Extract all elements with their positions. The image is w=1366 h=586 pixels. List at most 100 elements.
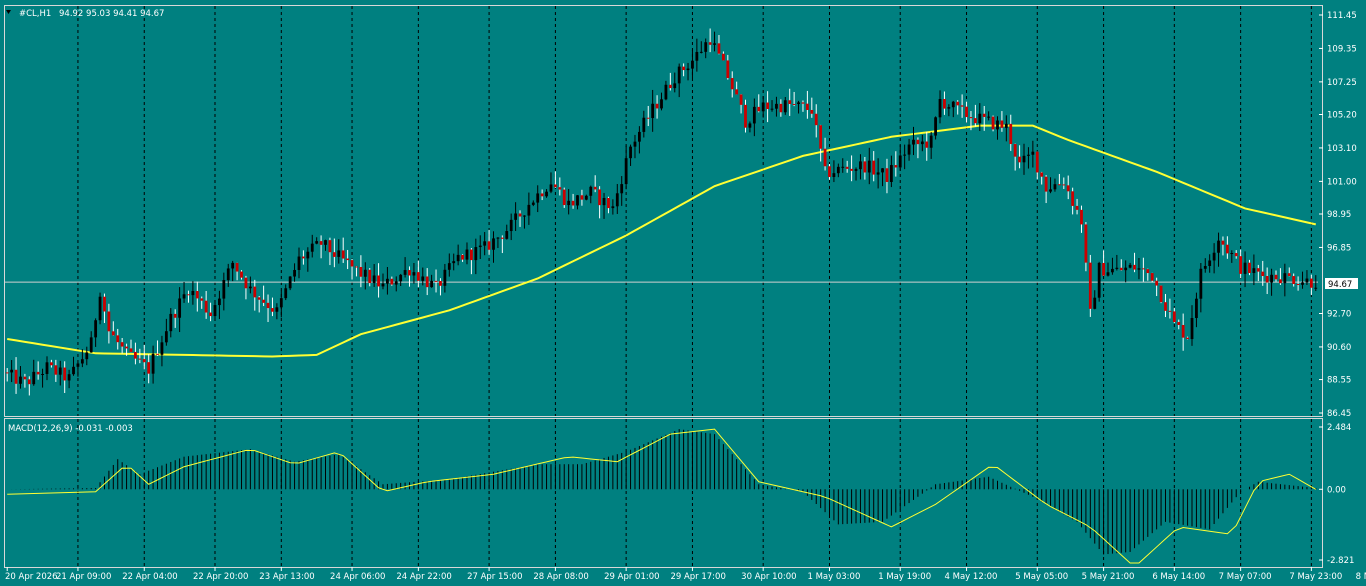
price-candle [1133,252,1136,273]
price-candle [695,38,699,72]
price-candle [129,339,133,353]
price-candle [89,331,93,353]
price-candle [58,360,62,386]
price-candle [602,192,606,219]
price-candle [752,98,756,137]
price-candle [10,360,14,383]
price-candle [867,147,871,185]
triangle-down-icon[interactable] [6,10,11,14]
price-candle [934,116,937,140]
price-candle [363,262,367,290]
price-candle [1234,250,1238,259]
price-axis-label: 90.60 [1327,343,1351,353]
price-candle [120,337,124,354]
price-candle [1221,236,1225,256]
price-candle [85,346,89,366]
price-candle [1208,254,1212,273]
price-candle [1040,171,1044,185]
price-candle [527,192,531,225]
price-candle [94,318,98,347]
price-candle [315,237,319,245]
price-candle [156,340,159,357]
price-candle [730,71,734,98]
price-candle [1119,259,1123,271]
price-candle [213,301,217,321]
price-candle [116,328,120,350]
price-candle [567,189,571,215]
price-candle [863,156,867,180]
price-candle [779,99,783,117]
price-candle [1159,285,1163,304]
price-candle [1230,250,1234,263]
price-candle [390,276,394,286]
price-candle [757,94,761,113]
price-candle [1000,111,1004,132]
price-candle [832,160,836,183]
price-candle [580,189,584,206]
price-candle [244,275,248,300]
price-candle [655,95,659,119]
price-candle [1296,276,1300,291]
price-candle [943,91,946,115]
price-candle [169,308,173,338]
chart-grid [5,6,1318,566]
price-candle [403,257,407,278]
price-candle [1150,272,1154,283]
price-candle [266,294,270,323]
price-candle [1128,262,1132,269]
price-candle [885,158,889,194]
price-candle [67,369,71,389]
price-candle [748,121,752,133]
price-candle [1027,147,1030,169]
price-candle [134,342,137,365]
price-candle [1181,313,1185,351]
time-axis-label: 1 May 03:00 [807,572,860,582]
price-candle [735,81,739,95]
price-candle [903,144,907,170]
price-candle [969,110,973,131]
price-candle [770,100,774,112]
price-candle [111,321,115,336]
price-candle [549,172,553,194]
price-candle [195,281,199,312]
price-candle [876,158,880,189]
price-candle [1097,261,1101,302]
price-candle [991,115,995,132]
price-candle [50,359,53,368]
time-axis-label: 5 May 05:00 [1015,572,1068,582]
macd-panel-frame [4,418,1323,568]
time-axis-label: 4 May 12:00 [945,572,998,582]
time-axis-label: 22 Apr 20:00 [193,572,248,582]
price-candle [721,51,725,61]
price-candle [611,199,615,215]
price-candle [23,373,27,388]
price-candle [761,96,765,118]
price-candle [125,343,128,356]
price-candle [805,90,809,119]
price-candle [350,258,354,280]
price-candle [1261,260,1265,286]
time-axis-label: 22 Apr 04:00 [122,572,177,582]
price-candle [328,237,332,266]
price-candle [828,164,831,180]
price-candle [187,290,190,303]
price-candle [982,106,986,131]
price-candle [593,175,597,193]
price-candle [1256,264,1260,282]
price-candle [288,276,292,291]
price-candle [487,229,491,255]
price-candle [1053,178,1057,192]
price-candle [916,137,920,159]
price-candle [810,97,814,118]
price-candle [859,154,862,180]
price-axis-label: 96.85 [1327,243,1351,253]
time-axis-label: 28 Apr 08:00 [533,572,588,582]
price-axis: 111.45 109.35 107.25 105.20 103.10 101.00 98.9… [1319,11,1357,566]
price-candle [98,292,102,325]
price-candle [615,184,619,214]
price-candle [399,273,403,287]
price-candle [1217,232,1220,267]
price-candle [341,237,345,263]
time-axis-label: 24 Apr 06:00 [330,572,385,582]
